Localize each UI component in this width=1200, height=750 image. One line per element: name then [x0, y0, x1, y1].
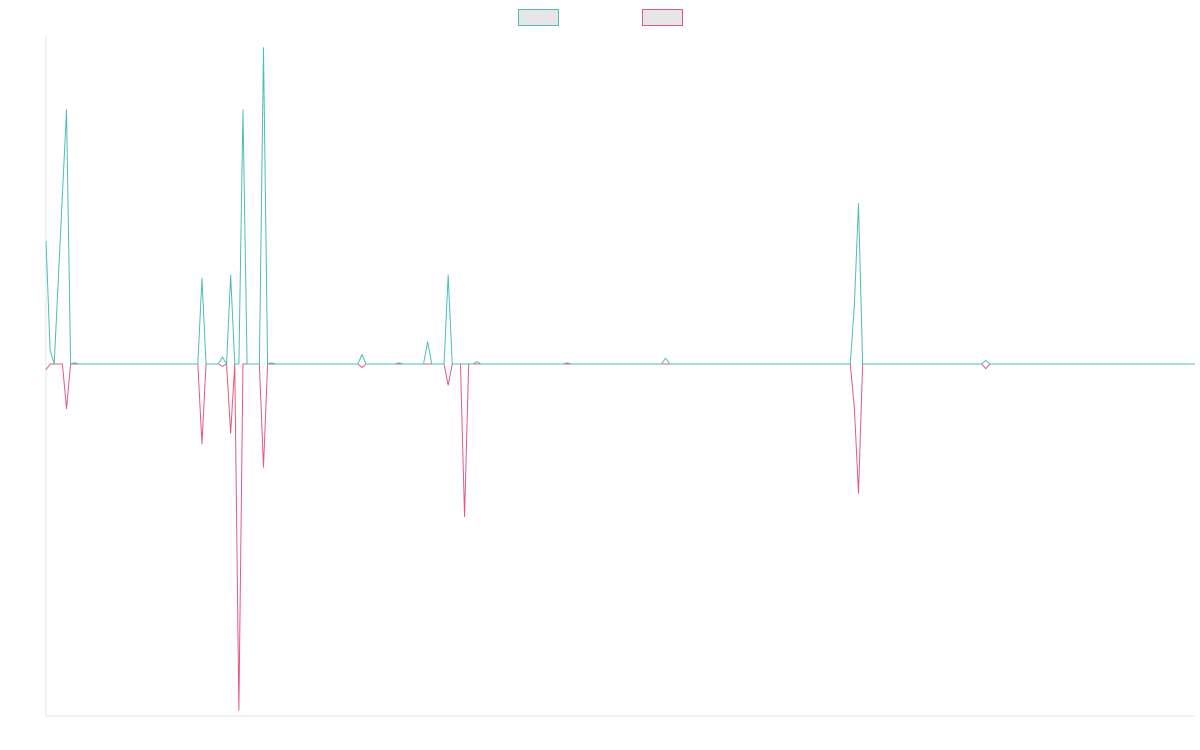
series-line-1: [45, 47, 1195, 365]
series-layer: [45, 47, 1195, 711]
legend-swatch-2[interactable]: [642, 9, 683, 26]
legend: [518, 9, 683, 26]
series-line-2: [45, 363, 1195, 711]
legend-swatch-1[interactable]: [518, 9, 559, 26]
